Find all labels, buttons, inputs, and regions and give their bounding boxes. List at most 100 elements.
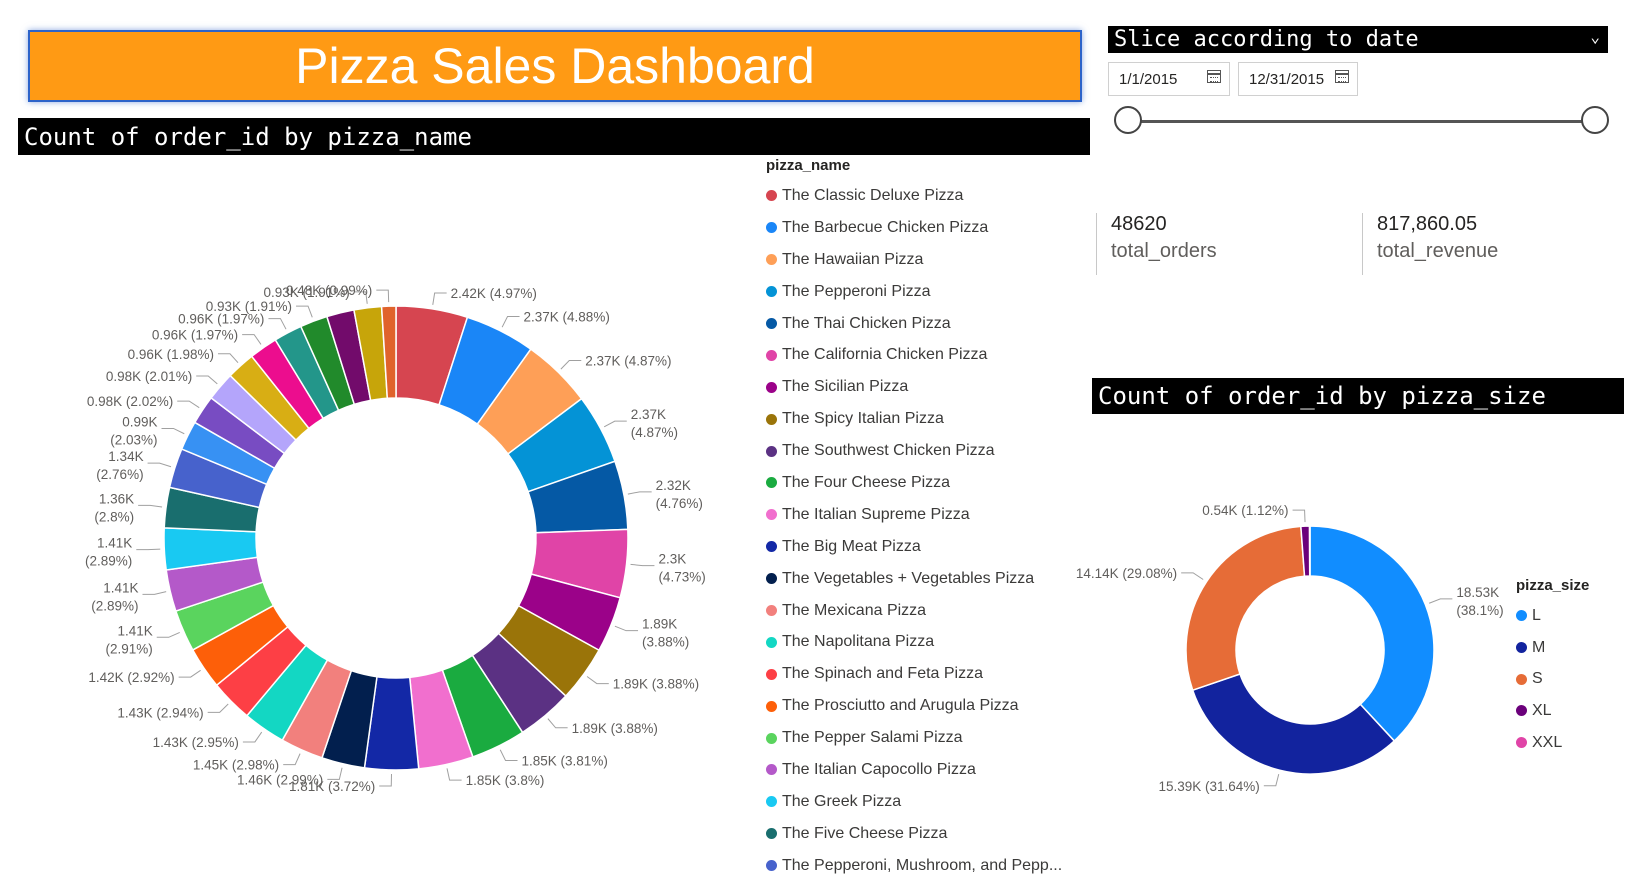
pizza-name-legend-label: The Pepper Salami Pizza — [782, 729, 963, 747]
pizza-name-data-label: 1.43K (2.95%) — [153, 735, 239, 750]
pizza-name-legend-item[interactable]: The Thai Chicken Pizza — [766, 308, 1062, 340]
pizza-name-leader-line — [147, 462, 172, 468]
pizza-name-legend-item[interactable]: The Italian Supreme Pizza — [766, 499, 1062, 531]
pizza-size-data-label: 0.54K (1.12%) — [1202, 503, 1288, 518]
end-date-input[interactable]: 12/31/2015 — [1238, 62, 1358, 96]
date-range-start-handle[interactable] — [1114, 106, 1142, 134]
pizza-name-legend-label: The Thai Chicken Pizza — [782, 314, 951, 332]
chevron-down-icon[interactable]: ⌄ — [1590, 27, 1600, 46]
pizza-name-leader-line — [178, 669, 201, 678]
pizza-name-leader-line — [138, 504, 163, 508]
pizza-size-legend-swatch — [1516, 642, 1527, 654]
pizza-name-leader-line — [501, 315, 520, 328]
pizza-name-legend-item[interactable]: The Five Cheese Pizza — [766, 818, 1062, 850]
pizza-name-legend-item[interactable]: The Mexicana Pizza — [766, 595, 1062, 627]
pizza-name-legend-item[interactable]: The Southwest Chicken Pizza — [766, 435, 1062, 467]
pizza-name-legend-swatch — [766, 636, 777, 648]
pizza-name-legend-item[interactable]: The Four Cheese Pizza — [766, 467, 1062, 499]
pizza-name-legend-swatch — [766, 573, 777, 585]
pizza-name-leader-line — [560, 360, 582, 370]
pizza-name-legend-swatch — [766, 381, 777, 393]
pizza-size-legend-title: pizza_size — [1516, 577, 1590, 594]
start-date-input[interactable]: 1/1/2015 — [1108, 62, 1230, 96]
pizza-name-legend-swatch — [766, 668, 777, 680]
pizza-size-data-label: 15.39K (31.64%) — [1158, 779, 1259, 794]
pizza-name-legend-item[interactable]: The Greek Pizza — [766, 786, 1062, 818]
pizza-name-data-label: 1.89K (3.88%) — [642, 617, 689, 650]
pizza-name-data-label: 1.46K (2.99%) — [237, 772, 323, 787]
pizza-name-legend-swatch — [766, 509, 777, 521]
pizza-size-slice-s[interactable] — [1185, 525, 1306, 692]
pizza-name-legend-item[interactable]: The Pepperoni, Mushroom, and Pepp... — [766, 850, 1062, 882]
pizza-name-legend-label: The Pepperoni, Mushroom, and Pepp... — [782, 856, 1063, 874]
pizza-name-legend-item[interactable]: The Barbecue Chicken Pizza — [766, 212, 1062, 244]
pizza-name-data-label: 2.32K (4.76%) — [656, 478, 703, 511]
pizza-name-legend-item[interactable]: The California Chicken Pizza — [766, 339, 1062, 371]
pizza-size-legend-label: M — [1532, 638, 1546, 656]
chart-title-pizza-size: Count of order_id by pizza_size — [1092, 378, 1624, 414]
pizza-name-data-label: 1.81K (3.72%) — [289, 779, 375, 794]
date-range-end-handle[interactable] — [1581, 106, 1609, 134]
pizza-name-legend-item[interactable]: The Prosciutto and Arugula Pizza — [766, 690, 1062, 722]
pizza-name-legend-item[interactable]: The Hawaiian Pizza — [766, 244, 1062, 276]
pizza-name-legend-item[interactable]: The Spicy Italian Pizza — [766, 403, 1062, 435]
pizza-size-legend-item[interactable]: XL — [1516, 695, 1589, 727]
pizza-name-legend-swatch — [766, 541, 777, 553]
pizza-size-slice-m[interactable] — [1191, 673, 1396, 775]
pizza-name-legend-item[interactable]: The Italian Capocollo Pizza — [766, 754, 1062, 786]
pizza-name-legend-label: The Big Meat Pizza — [782, 537, 921, 555]
pizza-size-legend-item[interactable]: M — [1516, 632, 1589, 664]
pizza-size-legend: pizza_size L M S XL XXL — [1516, 577, 1589, 758]
pizza-size-legend-label: S — [1532, 670, 1543, 688]
pizza-size-legend-swatch — [1516, 705, 1527, 717]
pizza-name-legend-label: The Pepperoni Pizza — [782, 282, 931, 300]
pizza-name-legend-swatch — [766, 764, 777, 776]
pizza-name-legend-item[interactable]: The Classic Deluxe Pizza — [766, 180, 1062, 212]
pizza-name-legend-item[interactable]: The Napolitana Pizza — [766, 626, 1062, 658]
pizza-name-data-label: 2.37K (4.87%) — [585, 354, 671, 369]
pizza-name-legend-swatch — [766, 732, 777, 744]
pizza-name-data-label: 0.93K (1.91%) — [263, 285, 349, 300]
pizza-size-legend-item[interactable]: S — [1516, 663, 1589, 695]
pizza-size-leader-line — [1292, 509, 1306, 523]
pizza-name-legend-label: The Hawaiian Pizza — [782, 250, 924, 268]
pizza-name-legend-label: The Sicilian Pizza — [782, 378, 909, 396]
pizza-name-legend: pizza_name The Classic Deluxe Pizza The Ba… — [766, 157, 1062, 882]
pizza-name-data-label: 0.96K (1.97%) — [152, 328, 238, 343]
pizza-size-leader-line — [1428, 598, 1453, 604]
pizza-size-slice-l[interactable] — [1309, 525, 1435, 743]
calendar-icon[interactable] — [1335, 70, 1349, 83]
pizza-name-leader-line — [627, 491, 652, 495]
pizza-name-leader-line — [327, 767, 343, 780]
pizza-name-legend-label: The Italian Capocollo Pizza — [782, 760, 976, 778]
pizza-name-legend-swatch — [766, 796, 777, 808]
total-revenue-label: total_revenue — [1377, 240, 1499, 262]
total-revenue-value: 817,860.05 — [1377, 213, 1478, 235]
pizza-name-legend-item[interactable]: The Pepperoni Pizza — [766, 276, 1062, 308]
pizza-size-leader-line — [1263, 774, 1280, 787]
pizza-name-legend-swatch — [766, 700, 777, 712]
pizza-size-legend-item[interactable]: XXL — [1516, 727, 1589, 759]
start-date-value: 1/1/2015 — [1119, 70, 1178, 88]
date-slicer-title: Slice according to date — [1114, 27, 1419, 52]
pizza-name-legend-item[interactable]: The Spinach and Feta Pizza — [766, 658, 1062, 690]
pizza-name-data-label: 1.85K (3.81%) — [522, 754, 608, 769]
pizza-name-legend-label: The Barbecue Chicken Pizza — [782, 218, 989, 236]
pizza-name-legend-item[interactable]: The Pepper Salami Pizza — [766, 722, 1062, 754]
pizza-name-leader-line — [603, 420, 627, 428]
pizza-name-legend-label: The Five Cheese Pizza — [782, 824, 948, 842]
calendar-icon[interactable] — [1207, 70, 1221, 83]
total-orders-card: 48620 total_orders — [1096, 213, 1217, 275]
pizza-name-legend-item[interactable]: The Vegetables + Vegetables Pizza — [766, 563, 1062, 595]
pizza-name-data-label: 1.34K (2.76%) — [96, 449, 143, 482]
pizza-name-leader-line — [283, 753, 301, 766]
date-range-slider-track[interactable] — [1128, 120, 1594, 123]
pizza-name-legend-item[interactable]: The Sicilian Pizza — [766, 371, 1062, 403]
pizza-name-legend-item[interactable]: The Big Meat Pizza — [766, 531, 1062, 563]
pizza-size-legend-label: XXL — [1532, 733, 1563, 751]
pizza-name-slice-other-31[interactable] — [380, 305, 397, 400]
pizza-name-data-label: 0.99K (2.03%) — [110, 414, 157, 447]
pizza-size-legend-item[interactable]: L — [1516, 600, 1589, 632]
pizza-name-leader-line — [161, 427, 185, 435]
